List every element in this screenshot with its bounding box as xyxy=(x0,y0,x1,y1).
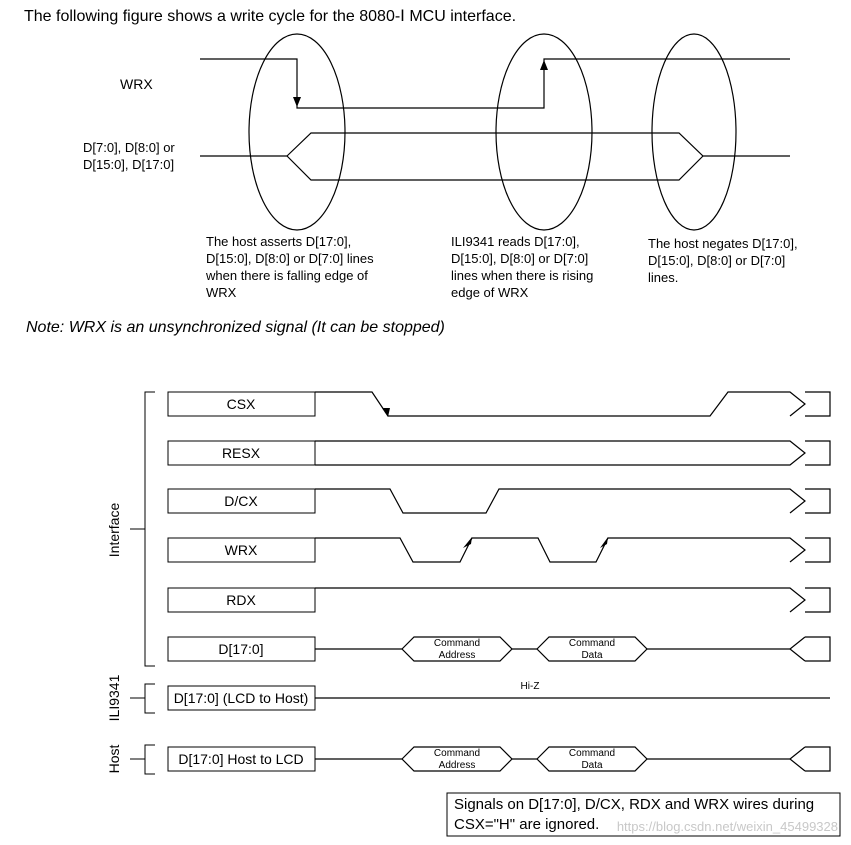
group-label-interface: Interface xyxy=(106,503,122,558)
annotation-line: D[15:0], D[8:0] or D[7:0] xyxy=(451,251,588,266)
data-bus-label-line2: D[15:0], D[17:0] xyxy=(83,157,174,172)
annotation-host-asserts: The host asserts D[17:0], D[15:0], D[8:0… xyxy=(205,234,374,300)
data-bus-waveform-top xyxy=(200,132,790,181)
annotation-ili-reads: ILI9341 reads D[17:0], D[15:0], D[8:0] o… xyxy=(451,234,593,300)
csx-waveform xyxy=(315,391,806,417)
annotation-line: lines when there is rising xyxy=(451,268,593,283)
annotation-line: D[15:0], D[8:0] or D[7:0] lines xyxy=(206,251,374,266)
cmd-address-line1: Command xyxy=(434,748,480,759)
footnote-line1: Signals on D[17:0], D/CX, RDX and WRX wi… xyxy=(454,796,814,813)
watermark: https://blog.csdn.net/weixin_45499328 xyxy=(617,819,838,834)
ellipse-negate xyxy=(651,33,737,231)
ellipse-falling-edge xyxy=(248,33,346,231)
annotation-line: WRX xyxy=(206,285,237,300)
group-label-ili9341: ILI9341 xyxy=(106,674,122,721)
rising-edge-arrow-icon xyxy=(540,60,548,70)
footnote-box xyxy=(446,792,841,837)
rdx-waveform xyxy=(315,587,806,613)
page-title: The following figure shows a write cycle… xyxy=(24,8,516,25)
cmd-data-line1: Command xyxy=(569,638,615,649)
data-bus-waveform xyxy=(315,636,806,662)
hiz-label: Hi-Z xyxy=(521,681,540,692)
cmd-data-line2: Data xyxy=(581,760,603,771)
cmd-address-line1: Command xyxy=(434,638,480,649)
cmd-address-line2: Address xyxy=(439,760,476,771)
cmd-data-line1: Command xyxy=(569,748,615,759)
bracket-ili9341 xyxy=(144,683,155,714)
annotation-line: The host asserts D[17:0], xyxy=(206,234,351,249)
cmd-address-line2: Address xyxy=(439,650,476,661)
signal-label-host-to-lcd: D[17:0] Host to LCD xyxy=(178,751,303,767)
wrx-waveform xyxy=(315,537,806,563)
bracket-host xyxy=(144,744,155,775)
note-text: Note: WRX is an unsynchronized signal (I… xyxy=(26,319,445,336)
cmd-data-line2: Data xyxy=(581,650,603,661)
highlight-ellipses xyxy=(248,33,737,231)
signal-label-data: D[17:0] xyxy=(218,641,263,657)
signal-label-wrx: WRX xyxy=(225,542,258,558)
group-label-host: Host xyxy=(106,745,122,774)
signal-label-rdx: RDX xyxy=(226,592,256,608)
wrx-label-top: WRX xyxy=(120,76,153,92)
group-brackets xyxy=(130,391,155,775)
wrx-rising-arrow-icon xyxy=(463,537,472,548)
signal-label-boxes xyxy=(167,391,316,772)
annotation-line: when there is falling edge of xyxy=(205,268,368,283)
wrx-rising-arrow-icon xyxy=(600,537,608,548)
signal-label-dcx: D/CX xyxy=(224,493,258,509)
dcx-waveform xyxy=(315,488,806,514)
annotation-line: D[15:0], D[8:0] or D[7:0] xyxy=(648,253,785,268)
falling-edge-arrow-icon xyxy=(293,97,301,107)
resx-waveform xyxy=(315,440,806,466)
data-bus-label-line1: D[7:0], D[8:0] or xyxy=(83,140,175,155)
annotation-line: edge of WRX xyxy=(451,285,529,300)
annotation-line: The host negates D[17:0], xyxy=(648,236,798,251)
continuation-boxes xyxy=(805,391,831,772)
host-to-lcd-waveform xyxy=(315,746,806,772)
signal-label-resx: RESX xyxy=(222,445,261,461)
ellipse-rising-edge xyxy=(495,33,593,231)
annotation-host-negates: The host negates D[17:0], D[15:0], D[8:0… xyxy=(648,236,798,285)
signal-label-csx: CSX xyxy=(227,396,256,412)
signal-label-lcd-to-host: D[17:0] (LCD to Host) xyxy=(174,690,309,706)
annotation-line: lines. xyxy=(648,270,678,285)
wrx-waveform-top xyxy=(200,58,790,109)
annotation-line: ILI9341 reads D[17:0], xyxy=(451,234,580,249)
footnote-line2: CSX="H" are ignored. xyxy=(454,816,599,833)
bracket-interface xyxy=(144,391,155,667)
csx-falling-arrow-icon xyxy=(382,408,390,417)
